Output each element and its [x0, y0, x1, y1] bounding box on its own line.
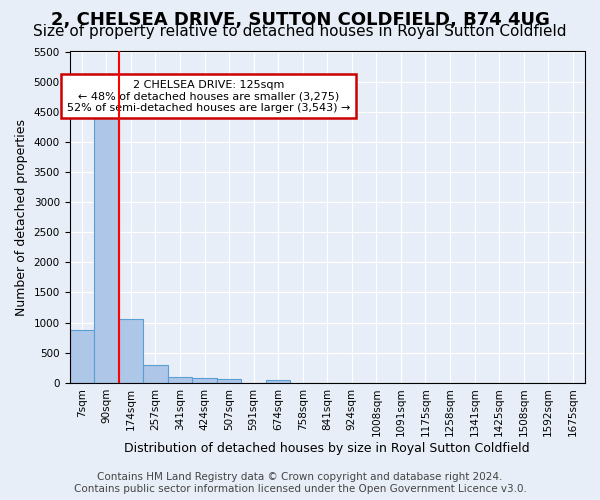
Bar — [266, 380, 290, 383]
X-axis label: Distribution of detached houses by size in Royal Sutton Coldfield: Distribution of detached houses by size … — [124, 442, 530, 455]
Bar — [192, 378, 217, 383]
Bar — [217, 379, 241, 383]
Text: 2 CHELSEA DRIVE: 125sqm
← 48% of detached houses are smaller (3,275)
52% of semi: 2 CHELSEA DRIVE: 125sqm ← 48% of detache… — [67, 80, 350, 113]
Bar — [119, 319, 143, 383]
Bar — [143, 366, 168, 383]
Bar — [70, 330, 94, 383]
Text: Contains HM Land Registry data © Crown copyright and database right 2024.
Contai: Contains HM Land Registry data © Crown c… — [74, 472, 526, 494]
Text: Size of property relative to detached houses in Royal Sutton Coldfield: Size of property relative to detached ho… — [33, 24, 567, 39]
Bar — [94, 108, 119, 383]
Bar — [168, 378, 192, 383]
Y-axis label: Number of detached properties: Number of detached properties — [15, 118, 28, 316]
Text: 2, CHELSEA DRIVE, SUTTON COLDFIELD, B74 4UG: 2, CHELSEA DRIVE, SUTTON COLDFIELD, B74 … — [50, 12, 550, 30]
